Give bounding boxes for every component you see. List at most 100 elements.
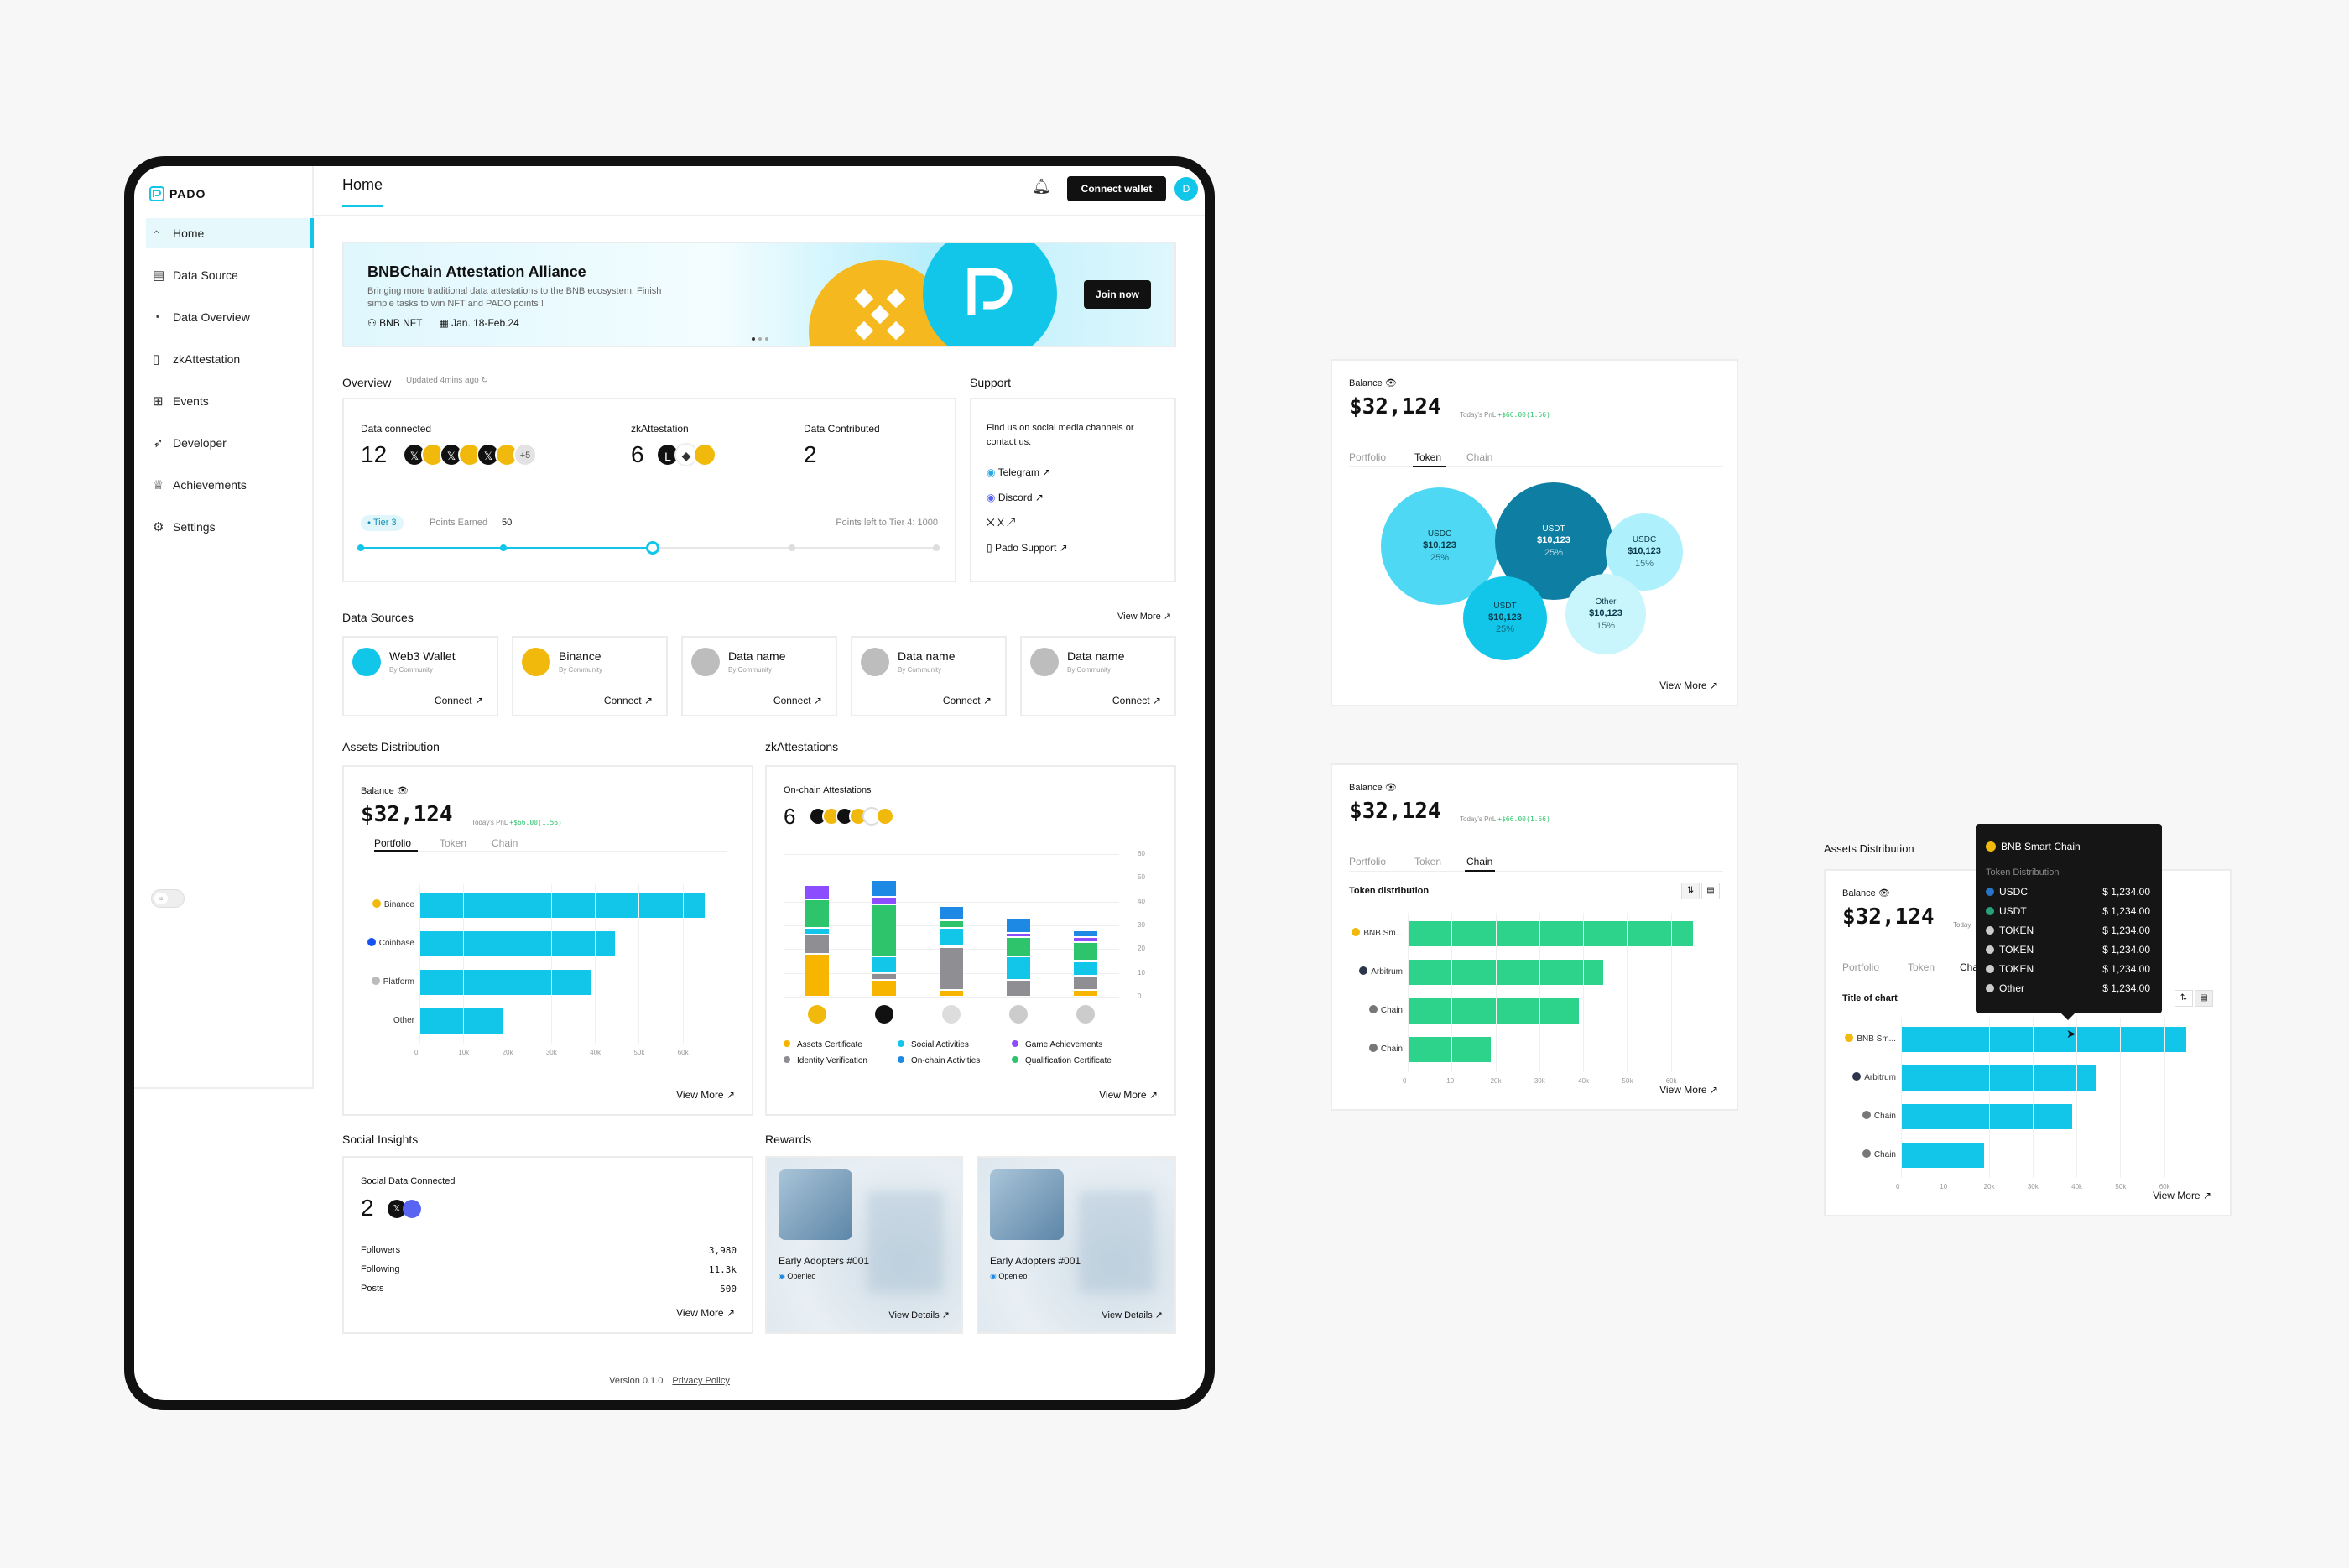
- x-tick-label: 40k: [1578, 1077, 1590, 1085]
- zk-count: 6: [784, 804, 796, 829]
- connect-link[interactable]: Connect ↗: [942, 695, 992, 706]
- tab-chain[interactable]: Cha: [1960, 961, 1979, 973]
- bar-segment: [940, 947, 963, 989]
- rewards-title: Rewards: [765, 1133, 812, 1146]
- sidebar-item-developer[interactable]: ➶ Developer: [146, 428, 314, 458]
- tab-token[interactable]: Token: [1414, 451, 1442, 463]
- sidebar-item-label: Home: [173, 227, 205, 240]
- sidebar-item-data-overview[interactable]: ◔ Data Overview: [146, 302, 314, 332]
- eye-icon[interactable]: 👁︎: [1384, 378, 1397, 388]
- tabs-divider: [1349, 466, 1723, 467]
- chain-icon: [1368, 1005, 1378, 1013]
- zk-view-more[interactable]: View More ↗: [1099, 1089, 1158, 1101]
- tab-token[interactable]: Token: [1414, 856, 1442, 867]
- pnl: Today's PnL +$66.00(1.56): [1460, 815, 1550, 823]
- join-now-button[interactable]: Join now: [1084, 280, 1151, 309]
- sort-icon[interactable]: ⇅: [1681, 883, 1700, 899]
- tab-chain[interactable]: Chain: [1466, 856, 1493, 867]
- legend-item: On-chain Activities: [898, 1056, 1012, 1065]
- connect-link[interactable]: Connect ↗: [603, 695, 653, 706]
- sidebar-item-data-source[interactable]: ▤ Data Source: [146, 260, 314, 290]
- bar: [1901, 1104, 2072, 1129]
- view-details-link[interactable]: View Details ↗: [888, 1310, 950, 1321]
- theme-toggle[interactable]: ☼: [151, 889, 185, 908]
- reward-card[interactable]: Early Adopters #001 ◉ Openleo View Detai…: [765, 1156, 963, 1334]
- social-label: Social Data Connected: [361, 1176, 456, 1186]
- binance-icon: [522, 648, 550, 676]
- balance-label: Balance 👁︎: [1349, 378, 1397, 388]
- sidebar-item-settings[interactable]: ⚙ Settings: [146, 512, 314, 542]
- zk-legend: Assets Certificate Social Activities Gam…: [784, 1040, 1153, 1065]
- gridline: [638, 884, 640, 1044]
- chain-icon: [1845, 1034, 1854, 1042]
- connect-wallet-button[interactable]: Connect wallet: [1067, 176, 1166, 201]
- tab-chain[interactable]: Chain: [1466, 451, 1493, 463]
- data-source-card[interactable]: Data name By Community Connect ↗: [1020, 636, 1176, 716]
- data-source-card[interactable]: Data name By Community Connect ↗: [681, 636, 837, 716]
- sidebar-item-home[interactable]: ⌂ Home: [146, 218, 314, 248]
- header: [314, 166, 1205, 216]
- table-view-icon[interactable]: ▤: [2195, 990, 2213, 1007]
- chain-bar-chart: BNB Sm... Arbitrum Chain Chain 0 10 20k 30k 40k 5…: [1349, 913, 1727, 1085]
- chain-icon: [1368, 1044, 1378, 1052]
- support-link-telegram[interactable]: ◉ Telegram ↗: [987, 466, 1051, 478]
- telegram-icon: ◉: [987, 466, 998, 478]
- data-source-card[interactable]: Binance By Community Connect ↗: [512, 636, 668, 716]
- bell-icon[interactable]: 🔔︎: [1032, 178, 1051, 195]
- data-source-card[interactable]: Data name By Community Connect ↗: [851, 636, 1007, 716]
- tab-portfolio[interactable]: Portfolio: [374, 837, 412, 849]
- document-icon: ▯: [153, 352, 160, 367]
- sidebar-item-zkattestation[interactable]: ▯ zkAttestation: [146, 344, 314, 374]
- reward-card[interactable]: Early Adopters #001 ◉ Openleo View Detai…: [977, 1156, 1176, 1334]
- pie-icon: ◔: [153, 310, 161, 325]
- sidebar-item-achievements[interactable]: ♕ Achievements: [146, 470, 314, 500]
- connect-link[interactable]: Connect ↗: [1112, 695, 1161, 706]
- chain-icon: [1352, 928, 1361, 936]
- pnl: Today: [1953, 921, 1971, 929]
- chain-view-more[interactable]: View More ↗: [1659, 1084, 1718, 1096]
- discord-icon: ◉: [987, 492, 998, 503]
- bar-segment: [872, 904, 896, 956]
- table-view-icon[interactable]: ▤: [1701, 883, 1720, 899]
- social-view-more[interactable]: View More ↗: [676, 1307, 735, 1319]
- data-source-card[interactable]: Web3 Wallet By Community Connect ↗: [342, 636, 498, 716]
- avatar[interactable]: D: [1174, 177, 1198, 201]
- connect-link[interactable]: Connect ↗: [434, 695, 483, 706]
- eye-icon[interactable]: 👁︎: [1878, 888, 1890, 899]
- bar-segment: [872, 898, 896, 904]
- tab-portfolio[interactable]: Portfolio: [1842, 961, 1880, 973]
- tab-portfolio[interactable]: Portfolio: [1349, 856, 1387, 867]
- y-tick-label: 50: [1138, 873, 1145, 882]
- sidebar-item-events[interactable]: ⊞ Events: [146, 386, 314, 416]
- bar-segment: [805, 885, 829, 899]
- sort-icon[interactable]: ⇅: [2175, 990, 2193, 1007]
- tab-portfolio[interactable]: Portfolio: [1349, 451, 1387, 463]
- eye-icon[interactable]: 👁︎: [1384, 783, 1397, 793]
- refresh-icon[interactable]: ↻: [481, 376, 488, 385]
- zk-value: 6: [631, 441, 644, 467]
- pado-logo-icon: [149, 186, 164, 201]
- tab-token[interactable]: Token: [1908, 961, 1935, 973]
- assets-view-more[interactable]: View More ↗: [676, 1089, 735, 1101]
- bubble-value: $10,123: [1589, 608, 1622, 619]
- carousel-dots[interactable]: [752, 337, 768, 341]
- bar-segment: [940, 928, 963, 946]
- tab-token[interactable]: Token: [440, 837, 467, 849]
- sidebar-item-label: Settings: [173, 520, 216, 534]
- eye-icon[interactable]: 👁︎: [396, 786, 409, 796]
- rocket-icon: ➶: [153, 436, 164, 451]
- bar: [419, 1008, 503, 1034]
- data-sources-view-more[interactable]: View More ↗: [1117, 612, 1172, 622]
- support-link-x[interactable]: ⨉ X ↗: [987, 517, 1015, 529]
- bar-segment: [805, 928, 829, 935]
- support-link-pado[interactable]: ▯ Pado Support ↗: [987, 542, 1068, 554]
- tab-chain[interactable]: Chain: [492, 837, 518, 849]
- view-details-link[interactable]: View Details ↗: [1102, 1310, 1163, 1321]
- privacy-policy-link[interactable]: Privacy Policy: [672, 1376, 730, 1386]
- trophy-icon: ♕: [153, 478, 164, 492]
- token-view-more[interactable]: View More ↗: [1659, 680, 1718, 691]
- tooltip-view-more[interactable]: View More ↗: [2153, 1190, 2211, 1201]
- database-icon: ▤: [153, 268, 165, 283]
- support-link-discord[interactable]: ◉ Discord ↗: [987, 492, 1044, 503]
- connect-link[interactable]: Connect ↗: [773, 695, 822, 706]
